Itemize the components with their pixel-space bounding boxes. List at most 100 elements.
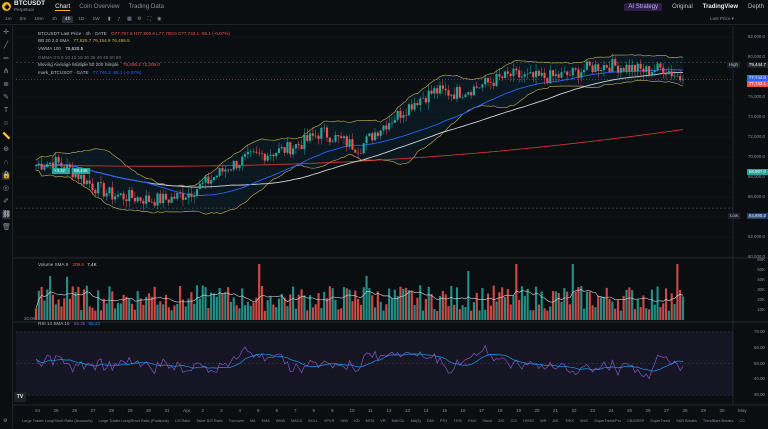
volume-bar (523, 295, 526, 320)
candle-body (303, 134, 306, 150)
indicator-shortcut[interactable]: MA(5) (410, 419, 421, 423)
stay-drawing-icon[interactable]: ✐ (3, 198, 9, 205)
candle-body (334, 135, 337, 142)
tab-tradingview[interactable]: TradingView (702, 3, 738, 10)
screenshot-icon[interactable]: ◉ (157, 16, 162, 22)
candle-body (416, 102, 419, 106)
text-icon[interactable]: T (3, 107, 9, 114)
settings-icon[interactable]: ⚙ (137, 16, 142, 22)
lock-icon[interactable]: 🔒 (2, 172, 11, 180)
volume-bar (467, 271, 470, 320)
indicator-shortcut[interactable]: EMV (468, 419, 477, 423)
fib-icon[interactable]: ≣ (3, 81, 9, 88)
candle-body (37, 163, 40, 166)
indicator-shortcut[interactable]: HVMS (523, 419, 534, 423)
volume-bar (49, 276, 52, 320)
indicator-shortcut[interactable]: Turnover (228, 419, 244, 423)
candle-body (656, 63, 659, 71)
brush-icon[interactable]: ✎ (3, 94, 9, 101)
volume-bar (320, 307, 323, 320)
indicator-shortcut[interactable]: Large Trader Long/Short Ratio (Positions… (98, 419, 169, 423)
tab-chart[interactable]: Chart (55, 2, 71, 11)
eye-icon[interactable]: ◎ (2, 185, 10, 192)
candle-body (190, 193, 193, 197)
indicator-shortcut[interactable]: TRIX (453, 419, 463, 423)
indicator-shortcut[interactable]: Large Trader Long/Short Ratio (Accounts) (22, 419, 93, 423)
indicator-shortcut[interactable]: CCI (510, 419, 517, 423)
timeframe-5m[interactable]: 5m (19, 16, 27, 22)
indicator-shortcut[interactable]: S&R Breaks (676, 419, 697, 423)
zoom-icon[interactable]: ⊕ (3, 146, 9, 153)
price-source-select[interactable]: Last Price ▾ (709, 16, 734, 21)
fullscreen-icon[interactable]: ⛶ (147, 17, 151, 22)
volume-bar (495, 301, 498, 320)
volume-bar (314, 304, 317, 320)
indicator-shortcut[interactable]: SuperTrend/Pro (594, 419, 622, 423)
indicator-shortcut[interactable]: L/S Ratio (174, 419, 191, 423)
indicator-shortcut[interactable]: CBG/RSP (627, 419, 645, 423)
candle-body (405, 115, 408, 116)
tab-depth[interactable]: Depth (747, 3, 764, 10)
tab-trading-data[interactable]: Trading Data (128, 3, 164, 10)
indicator-shortcut[interactable]: TrendBars Breaks (702, 419, 734, 423)
indicator-shortcut[interactable]: SuperTrend (650, 419, 671, 423)
volume-bar (455, 287, 459, 320)
indicator-shortcut[interactable]: Stoch (482, 419, 493, 423)
candle-body (249, 151, 252, 153)
magnet-icon[interactable]: ∩ (3, 159, 9, 166)
indicator-shortcut[interactable]: TRIX (565, 419, 574, 423)
emoji-icon[interactable]: ☺ (2, 120, 10, 127)
volume-bar (597, 295, 600, 320)
candle-body (77, 173, 80, 179)
timeframe-1m[interactable]: 1m (5, 16, 12, 22)
timeframe-1w[interactable]: 1W (92, 16, 100, 22)
trash-icon[interactable]: 🗑 (2, 224, 11, 231)
volume-bar (255, 297, 258, 320)
indicator-shortcut[interactable]: AVL (552, 419, 560, 423)
timeframe-15m[interactable]: 15m (34, 16, 44, 22)
tab-original[interactable]: Original (672, 3, 693, 10)
indicator-shortcut[interactable]: PSY (439, 419, 448, 423)
indicator-shortcut[interactable]: MA (249, 419, 256, 423)
indicator-shortcut[interactable]: CC (739, 419, 745, 423)
volume-bar (371, 295, 374, 320)
indicator-shortcut[interactable]: MACD (291, 419, 303, 423)
candle-body (591, 65, 594, 73)
crosshair-icon[interactable]: ✛ (3, 29, 9, 36)
volume-bar (537, 304, 540, 320)
timeframe-1h[interactable]: 1h (51, 16, 58, 22)
layout-icon[interactable]: ▦ (126, 16, 132, 22)
indicator-shortcut[interactable]: VPVR (323, 419, 335, 423)
indicators-icon[interactable]: ƒ (117, 16, 121, 22)
indicator-shortcut[interactable]: MAVOL (391, 419, 405, 423)
settings-gear-icon[interactable]: ⚙ (3, 418, 8, 424)
timeframe-4h[interactable]: 4h (62, 15, 74, 23)
indicator-shortcut[interactable]: ZIG (498, 419, 505, 423)
indicator-shortcut[interactable]: Taker B/S Ratio (196, 419, 223, 423)
indicator-shortcut[interactable]: OBV (340, 419, 349, 423)
indicator-shortcut[interactable]: SMC (579, 419, 589, 423)
timeframe-1d[interactable]: 1D (78, 16, 85, 22)
ruler-icon[interactable]: 📏 (2, 133, 11, 140)
indicator-shortcut[interactable]: BOLL (308, 419, 318, 423)
horizontal-line-icon[interactable]: ═ (3, 55, 9, 62)
indicator-shortcut[interactable]: EMA (261, 419, 270, 423)
indicator-shortcut[interactable]: MTM (365, 419, 375, 423)
indicator-shortcut[interactable]: VR (380, 419, 386, 423)
indicator-shortcut[interactable]: WMA (275, 419, 286, 423)
symbol-selector[interactable]: BTCUSDT Perpetual (14, 0, 45, 13)
indicator-shortcut[interactable]: DMI (426, 419, 434, 423)
pitchfork-icon[interactable]: ⋔ (3, 68, 9, 75)
indicator-shortcut[interactable]: WR (539, 419, 547, 423)
volume-bar (520, 286, 524, 320)
link-icon[interactable]: ⛓ (2, 211, 11, 219)
candle-type-icon[interactable]: ▮ (107, 16, 111, 22)
volume-bar (272, 304, 275, 320)
trendline-icon[interactable]: ╱ (3, 42, 9, 49)
tab-ai-strategy[interactable]: AI Strategy (624, 2, 663, 11)
indicator-shortcut[interactable]: KD (354, 419, 360, 423)
tab-coin-overview[interactable]: Coin Overview (79, 3, 120, 10)
volume-bar (405, 287, 408, 320)
